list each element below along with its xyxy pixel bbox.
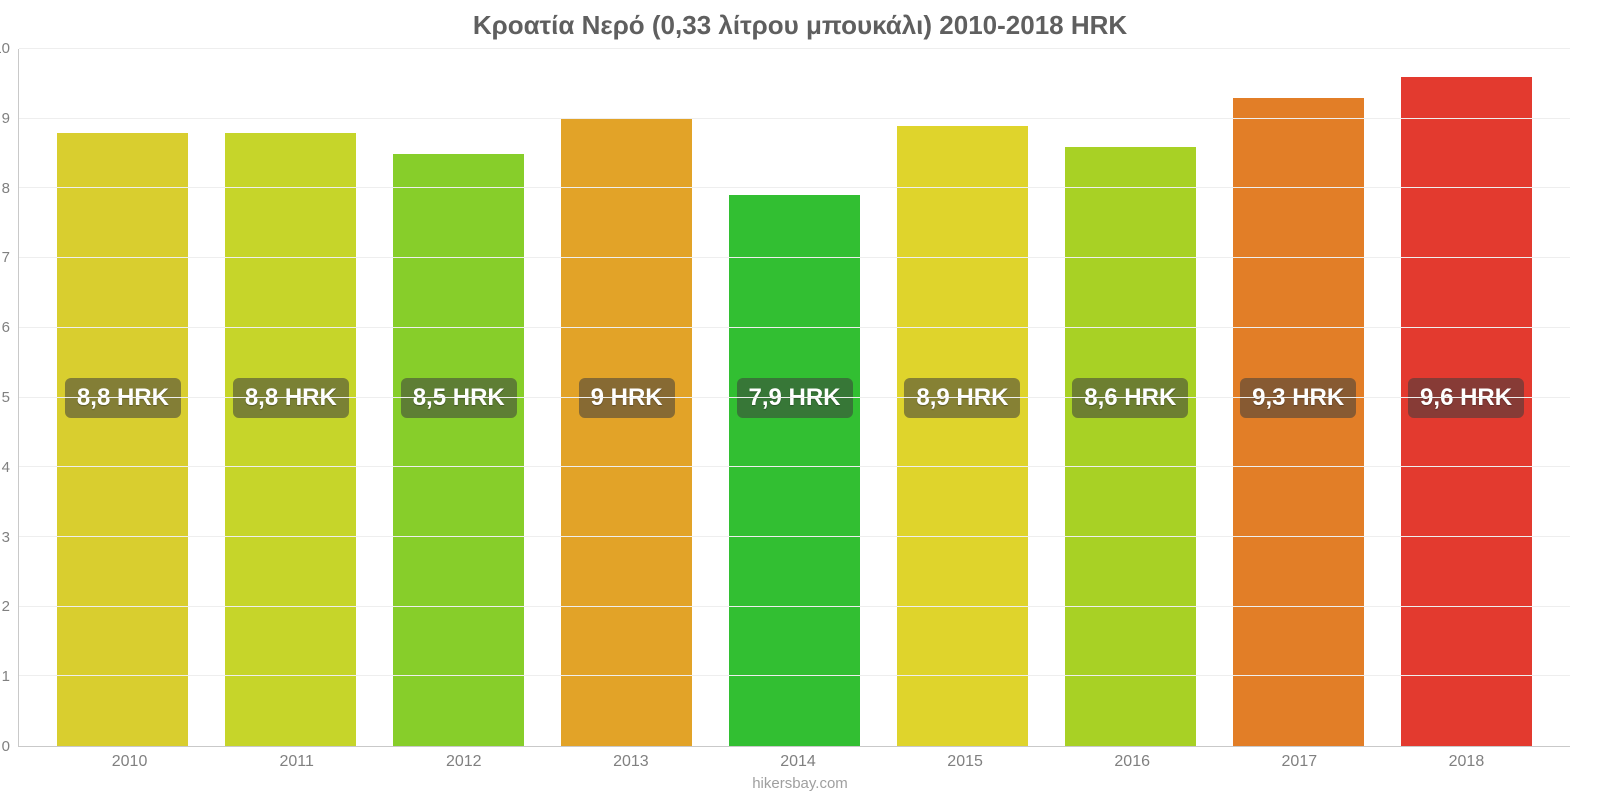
gridline [19,257,1570,258]
x-axis: 201020112012201320142015201620172018 [0,747,1600,771]
gridline [19,118,1570,119]
y-axis: 109876543210 [10,49,18,747]
attribution: hikersbay.com [0,771,1600,800]
bar-slot: 7,9 HRK [711,49,879,746]
bar-value-label: 9,3 HRK [1240,378,1356,418]
bar-value-label: 9 HRK [579,378,675,418]
x-tick: 2011 [213,753,380,771]
gridline [19,397,1570,398]
bar-slot: 9,6 HRK [1382,49,1550,746]
x-tick: 2017 [1216,753,1383,771]
x-tick: 2013 [547,753,714,771]
x-tick: 2010 [46,753,213,771]
bar-slot: 8,8 HRK [207,49,375,746]
bar: 9 HRK [561,119,692,746]
bar: 9,3 HRK [1233,98,1364,746]
gridline [19,48,1570,49]
bar-value-label: 8,9 HRK [904,378,1020,418]
x-tick: 2015 [882,753,1049,771]
bar: 9,6 HRK [1401,77,1532,746]
bar: 8,6 HRK [1065,147,1196,746]
bar: 8,8 HRK [57,133,188,746]
gridline [19,606,1570,607]
x-tick: 2012 [380,753,547,771]
bar: 8,5 HRK [393,154,524,746]
bar-slot: 9 HRK [543,49,711,746]
gridline [19,187,1570,188]
gridline [19,675,1570,676]
grid-area: 8,8 HRK 8,8 HRK 8,5 HRK 9 HRK 7,9 HRK 8,9 HRK… [18,49,1570,747]
bar-slot: 8,5 HRK [375,49,543,746]
bar-slot: 9,3 HRK [1214,49,1382,746]
bar-chart: Κροατία Νερό (0,33 λίτρου μπουκάλι) 2010… [0,0,1600,800]
bar-value-label: 8,8 HRK [233,378,349,418]
bar-value-label: 8,6 HRK [1072,378,1188,418]
gridline [19,536,1570,537]
plot-area: 109876543210 8,8 HRK 8,8 HRK 8,5 HRK 9 HRK 7… [0,41,1600,747]
bar-value-label: 9,6 HRK [1408,378,1524,418]
bar: 8,9 HRK [897,126,1028,746]
bar-slot: 8,8 HRK [39,49,207,746]
chart-title: Κροατία Νερό (0,33 λίτρου μπουκάλι) 2010… [0,0,1600,41]
bar-slot: 8,6 HRK [1046,49,1214,746]
x-tick: 2016 [1049,753,1216,771]
x-tick: 2014 [714,753,881,771]
bar-value-label: 7,9 HRK [736,378,852,418]
bar-value-label: 8,5 HRK [401,378,517,418]
gridline [19,327,1570,328]
bar: 7,9 HRK [729,195,860,746]
gridline [19,466,1570,467]
bar-value-label: 8,8 HRK [65,378,181,418]
bar-slot: 8,9 HRK [878,49,1046,746]
bar: 8,8 HRK [225,133,356,746]
x-tick: 2018 [1383,753,1550,771]
bars-container: 8,8 HRK 8,8 HRK 8,5 HRK 9 HRK 7,9 HRK 8,9 HRK… [19,49,1570,746]
